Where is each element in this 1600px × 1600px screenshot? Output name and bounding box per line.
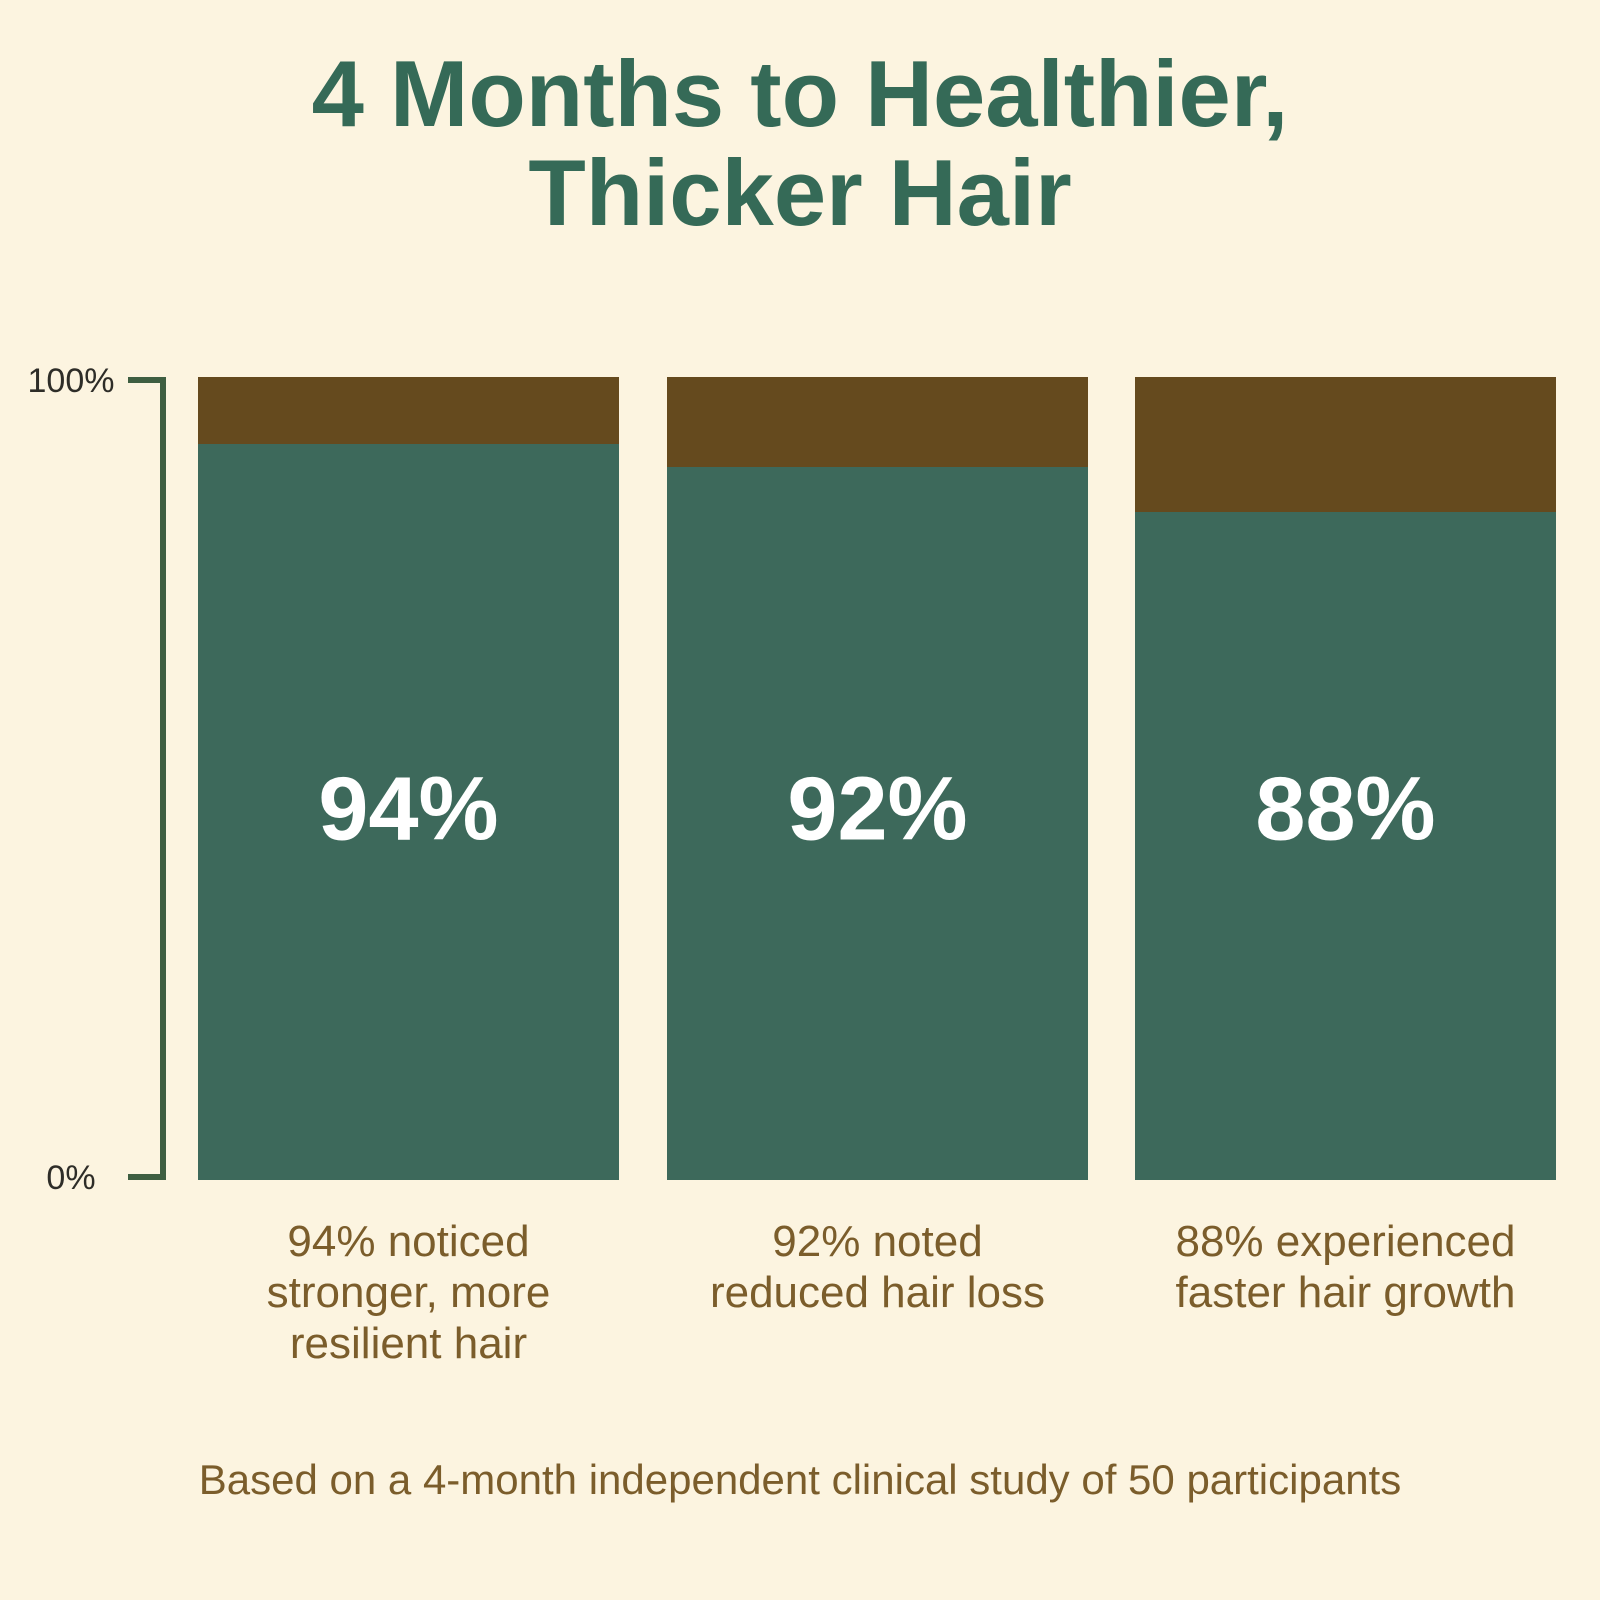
- bar-column-2: 92% 92% noted reduced hair loss: [667, 377, 1088, 1318]
- bar-2-caption-line-1: 92% noted: [772, 1217, 983, 1266]
- bar-2-remainder-segment: [667, 377, 1088, 467]
- bar-1-caption-line-3: resilient hair: [289, 1319, 528, 1368]
- bar-3-remainder-segment: [1135, 377, 1556, 512]
- bar-3-caption-line-1: 88% experienced: [1175, 1217, 1516, 1266]
- bar-3: 88%: [1135, 377, 1556, 1180]
- bar-1-remainder-segment: [198, 377, 619, 444]
- bar-3-caption-line-2: faster hair growth: [1175, 1268, 1516, 1317]
- bar-1-caption: 94% noticed stronger, more resilient hai…: [198, 1216, 619, 1369]
- y-axis-label-0: 0%: [46, 1159, 96, 1197]
- study-footnote: Based on a 4-month independent clinical …: [198, 1456, 1402, 1503]
- bar-2-value-segment: [667, 467, 1088, 1180]
- bar-1-value-segment: [198, 444, 619, 1180]
- chart-title-line-2: Thicker Hair: [528, 139, 1072, 245]
- bar-3-value-label: 88%: [1255, 759, 1436, 860]
- bar-1-caption-line-2: stronger, more: [266, 1268, 551, 1317]
- y-axis-tick-bottom: [128, 1174, 166, 1180]
- bar-column-3: 88% 88% experienced faster hair growth: [1135, 377, 1556, 1318]
- bar-1-caption-line-1: 94% noticed: [287, 1217, 530, 1266]
- bar-3-caption: 88% experienced faster hair growth: [1135, 1216, 1556, 1318]
- bar-2-caption-line-2: reduced hair loss: [709, 1268, 1046, 1317]
- bar-2: 92%: [667, 377, 1088, 1180]
- chart-title-line-1: 4 Months to Healthier,: [311, 41, 1289, 146]
- y-axis-label-100: 100%: [27, 362, 115, 400]
- y-axis-line: [160, 377, 166, 1180]
- chart-title: 4 Months to Healthier, Thicker Hair: [0, 44, 1600, 245]
- bar-1-value-label: 94%: [318, 759, 499, 860]
- bar-3-value-segment: [1135, 512, 1556, 1180]
- bar-column-1: 94% 94% noticed stronger, more resilient…: [198, 377, 619, 1369]
- bar-2-value-label: 92%: [787, 759, 968, 860]
- bar-1: 94%: [198, 377, 619, 1180]
- y-axis-tick-top: [128, 377, 166, 383]
- bar-2-caption: 92% noted reduced hair loss: [667, 1216, 1088, 1318]
